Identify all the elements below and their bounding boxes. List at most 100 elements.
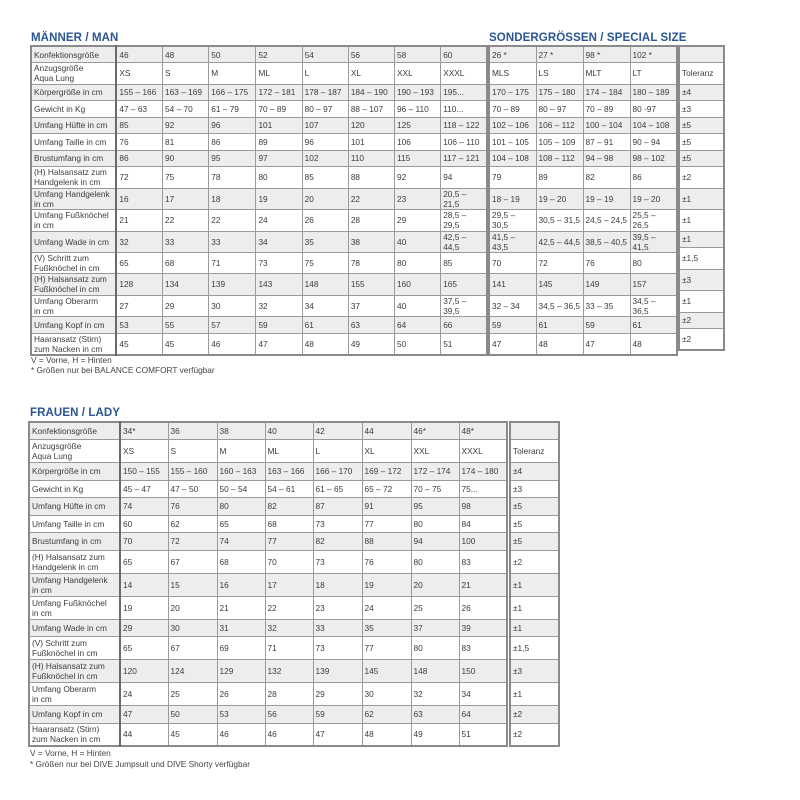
size-value-cell: 22 xyxy=(264,595,314,620)
size-value-cell: 60 xyxy=(119,514,169,533)
special-size-value-cell: 79 xyxy=(488,166,537,189)
table-row: (H) Halsansatz zum Handgelenk in cm 65 67 6… xyxy=(28,549,508,574)
table-row: ±5 xyxy=(678,133,725,151)
size-value-cell: 23 xyxy=(393,187,442,210)
table-row: Umfang Wade in cm 32 33 33 34 35 38 40 42,5 – 44… xyxy=(30,230,488,253)
table-row: ±1 xyxy=(509,572,560,597)
special-size-value-cell: 89 xyxy=(535,166,584,189)
size-value-cell: ML xyxy=(255,62,303,85)
table-row: ±1 xyxy=(509,618,560,637)
size-value-cell: 16 xyxy=(115,187,164,210)
table-row: Konfektionsgröße 46 48 50 52 54 56 58 60 xyxy=(30,45,488,63)
tolerance-cell: ±1 xyxy=(678,187,725,210)
size-value-cell: 89 xyxy=(255,133,303,151)
special-size-value-cell: 61 xyxy=(629,316,678,334)
size-value-cell: 54 – 61 xyxy=(264,479,314,498)
size-value-cell: 80 – 97 xyxy=(301,100,349,118)
size-value-cell: 81 xyxy=(162,133,210,151)
size-value-cell: 80 xyxy=(410,514,460,533)
size-value-cell: 61 xyxy=(301,316,349,334)
size-value-cell: 85 xyxy=(301,166,349,189)
size-value-cell: 46 xyxy=(115,45,164,63)
tolerance-cell: Toleranz xyxy=(678,62,725,85)
size-value-cell: 56 xyxy=(264,705,314,724)
special-size-value-cell: 157 xyxy=(629,273,678,296)
size-value-cell: 169 – 172 xyxy=(361,462,412,481)
table-row: (V) Schritt zum Fußknöchel in cm 65 68 71 73… xyxy=(30,251,488,274)
tolerance-cell xyxy=(678,45,725,63)
size-value-cell: 50 xyxy=(393,332,442,355)
special-size-value-cell: 98 * xyxy=(582,45,631,63)
size-value-cell: 184 – 190 xyxy=(347,83,396,101)
table-row: ±1,5 xyxy=(678,247,725,270)
size-value-cell: 68 xyxy=(264,514,314,533)
size-value-cell: 34 xyxy=(301,294,349,317)
size-value-cell: 30 xyxy=(361,682,412,706)
special-size-value-cell: 170 – 175 xyxy=(488,83,537,101)
size-value-cell: 143 xyxy=(255,273,303,296)
special-size-value-cell: 180 – 189 xyxy=(629,83,678,101)
table-row: Körpergröße in cm 150 – 155 155 – 160 160 –… xyxy=(28,462,508,481)
special-size-value-cell: 82 xyxy=(582,166,631,189)
size-value-cell: 77 xyxy=(361,636,412,660)
table-row: MLS LS MLT LT xyxy=(488,62,678,85)
size-value-cell: 73 xyxy=(312,549,363,574)
row-label-cell: Anzugsgröße Aqua Lung xyxy=(28,439,121,463)
table-row: 32 – 34 34,5 – 36,5 33 – 35 34,5 – 36,5 xyxy=(488,294,678,317)
size-value-cell: 74 xyxy=(216,532,266,551)
size-value-cell: 38 xyxy=(216,421,266,440)
special-size-value-cell: 59 xyxy=(488,316,537,334)
size-value-cell: 24 xyxy=(255,209,303,232)
table-row: ±1,5 xyxy=(509,636,560,660)
special-size-value-cell: 108 – 112 xyxy=(535,149,584,167)
table-row: Umfang Hüfte in cm 74 76 80 82 87 91 95 98 xyxy=(28,497,508,516)
size-value-cell: 64 xyxy=(458,705,508,724)
size-value-cell: 98 xyxy=(458,497,508,516)
size-value-cell: 88 xyxy=(361,532,412,551)
size-value-cell: 174 – 180 xyxy=(458,462,508,481)
table-row: Gewicht in Kg 45 – 47 47 – 50 50 – 54 54 – 6… xyxy=(28,479,508,498)
size-value-cell: 19 xyxy=(255,187,303,210)
size-value-cell: L xyxy=(312,439,363,463)
size-value-cell: 190 – 193 xyxy=(393,83,442,101)
row-label-cell: (V) Schritt zum Fußknöchel in cm xyxy=(28,636,121,660)
table-row: 41,5 – 43,5 42,5 – 44,5 38,5 – 40,5 39,5 – … xyxy=(488,230,678,253)
special-size-value-cell: 48 xyxy=(629,332,678,355)
size-value-cell: 46 xyxy=(264,722,314,747)
size-value-cell: 42 xyxy=(312,421,363,440)
table-row: ±2 xyxy=(678,166,725,189)
table-row xyxy=(509,421,560,440)
size-value-cell: 80 xyxy=(216,497,266,516)
size-value-cell: 62 xyxy=(167,514,218,533)
tolerance-cell: ±2 xyxy=(509,705,560,724)
special-size-value-cell: 19 – 20 xyxy=(629,187,678,210)
special-size-value-cell: 38,5 – 40,5 xyxy=(582,230,631,253)
special-size-value-cell: 34,5 – 36,5 xyxy=(629,294,678,317)
table-row: Umfang Handgelenk in cm 16 17 18 19 20 22 23 20,… xyxy=(30,187,488,210)
size-value-cell: 76 xyxy=(167,497,218,516)
size-value-cell: 50 xyxy=(208,45,257,63)
size-value-cell: 102 xyxy=(301,149,349,167)
row-label-cell: Umfang Wade in cm xyxy=(28,618,121,637)
size-value-cell: 80 xyxy=(255,166,303,189)
size-value-cell: 78 xyxy=(208,166,257,189)
size-value-cell: 65 xyxy=(216,514,266,533)
tolerance-cell: ±3 xyxy=(509,659,560,683)
special-size-value-cell: 29,5 – 30,5 xyxy=(488,209,537,232)
size-value-cell: 129 xyxy=(216,659,266,683)
table-row: 170 – 175 175 – 180 174 – 184 180 – 189 xyxy=(488,83,678,101)
size-value-cell: 64 xyxy=(393,316,442,334)
tolerance-cell: ±1 xyxy=(678,290,725,313)
special-size-value-cell: 105 – 109 xyxy=(535,133,584,151)
special-size-value-cell: 42,5 – 44,5 xyxy=(535,230,584,253)
tolerance-cell: ±3 xyxy=(678,268,725,291)
men-section-title: MÄNNER / MAN xyxy=(31,32,119,44)
size-value-cell: 50 – 54 xyxy=(216,479,266,498)
size-value-cell: 95 xyxy=(208,149,257,167)
row-label-cell: Konfektionsgröße xyxy=(30,45,118,63)
men-legend-note: V = Vorne, H = Hinten xyxy=(31,355,112,365)
size-value-cell: 120 xyxy=(347,116,396,134)
table-row: Umfang Handgelenk in cm 14 15 16 17 18 19 20 21 xyxy=(28,572,508,597)
size-value-cell: 55 xyxy=(162,316,210,334)
tolerance-cell: Toleranz xyxy=(509,439,560,463)
